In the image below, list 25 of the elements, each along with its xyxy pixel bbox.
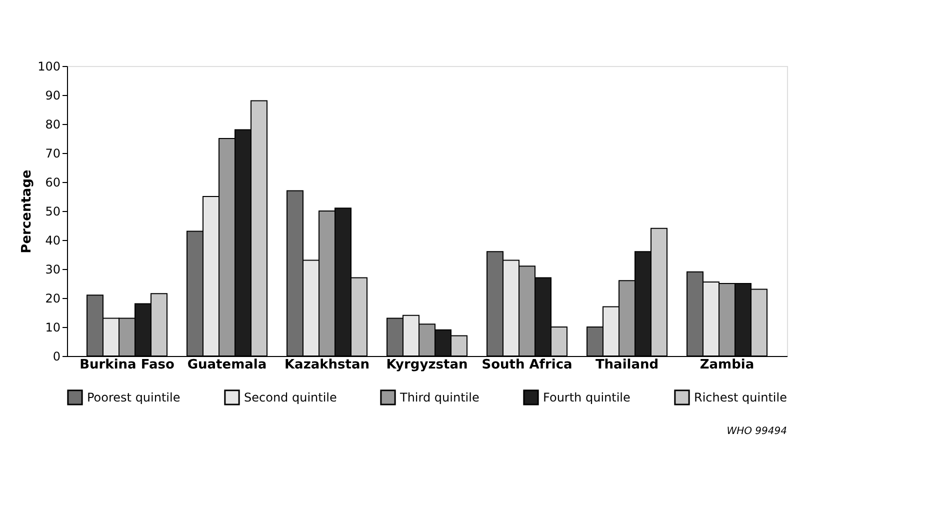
- y-tick-label: 20: [45, 292, 60, 306]
- y-tick-label: 70: [45, 146, 60, 160]
- y-axis-title: Percentage: [20, 170, 35, 254]
- x-tick-label: Kazakhstan: [284, 358, 370, 372]
- y-tick-label: 80: [45, 118, 60, 132]
- text: WHO 99494: [726, 426, 787, 437]
- legend-label: Poorest quintile: [87, 390, 180, 404]
- y-tick-label: 50: [45, 204, 60, 218]
- y-tick-label: 0: [52, 350, 60, 364]
- y-tick-label: 90: [45, 88, 60, 102]
- y-tick-label: 100: [38, 60, 60, 74]
- x-tick-label: Kyrgyzstan: [386, 358, 468, 372]
- x-tick-label: Guatemala: [187, 358, 267, 372]
- x-tick-label: Thailand: [595, 358, 659, 372]
- x-tick-label: South Africa: [482, 358, 572, 372]
- y-tick-label: 60: [45, 176, 60, 190]
- x-tick-label: Burkina Faso: [80, 358, 174, 372]
- y-tick-label: 10: [45, 320, 60, 334]
- y-tick-label: 40: [45, 234, 60, 248]
- x-tick-label: Zambia: [700, 358, 754, 372]
- legend-label: Third quintile: [399, 390, 480, 404]
- legend-label: Richest quintile: [694, 390, 787, 404]
- legend-label: Fourth quintile: [543, 390, 630, 404]
- y-tick-label: 30: [45, 262, 60, 276]
- legend-label: Second quintile: [244, 390, 337, 404]
